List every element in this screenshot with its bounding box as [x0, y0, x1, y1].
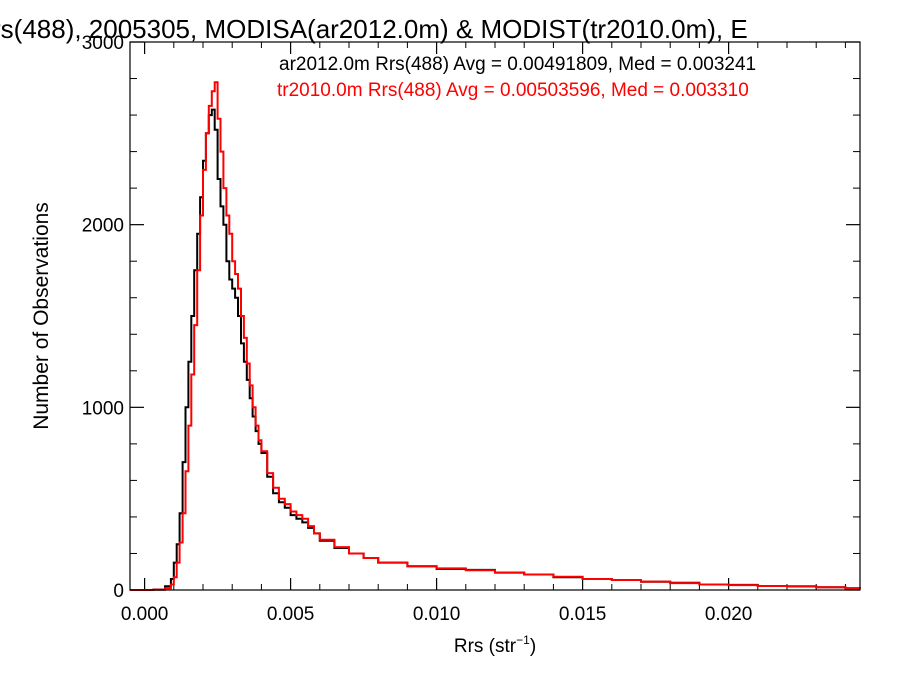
chart-title: rs(488), 2005305, MODISA(ar2012.0m) & MO… [0, 14, 748, 44]
x-axis-label: Rrs (str−1) [454, 633, 536, 657]
x-tick-label: 0.000 [121, 604, 169, 625]
x-tick-label: 0.005 [267, 604, 315, 625]
y-tick-label: 1000 [82, 398, 124, 419]
y-tick-label: 0 [113, 581, 124, 602]
x-tick-label: 0.010 [413, 604, 461, 625]
annotation-black: ar2012.0m Rrs(488) Avg = 0.00491809, Med… [279, 54, 756, 75]
y-axis-label: Number of Observations [30, 202, 53, 430]
x-axis-label-suffix: ) [530, 636, 536, 657]
x-tick-label: 0.015 [559, 604, 607, 625]
y-tick-label: 3000 [82, 33, 124, 54]
plot-frame [129, 41, 861, 591]
x-axis-label-superscript: −1 [516, 633, 530, 647]
tick-labels: 0.000 0.005 0.010 0.015 0.020 0 1000 2000 3000 [82, 33, 753, 625]
series-line-1 [130, 81, 861, 591]
y-tick-label: 2000 [82, 216, 124, 237]
x-tick-label: 0.020 [705, 604, 753, 625]
annotation-red: tr2010.0m Rrs(488) Avg = 0.00503596, Med… [277, 80, 749, 101]
series-group [130, 81, 861, 591]
